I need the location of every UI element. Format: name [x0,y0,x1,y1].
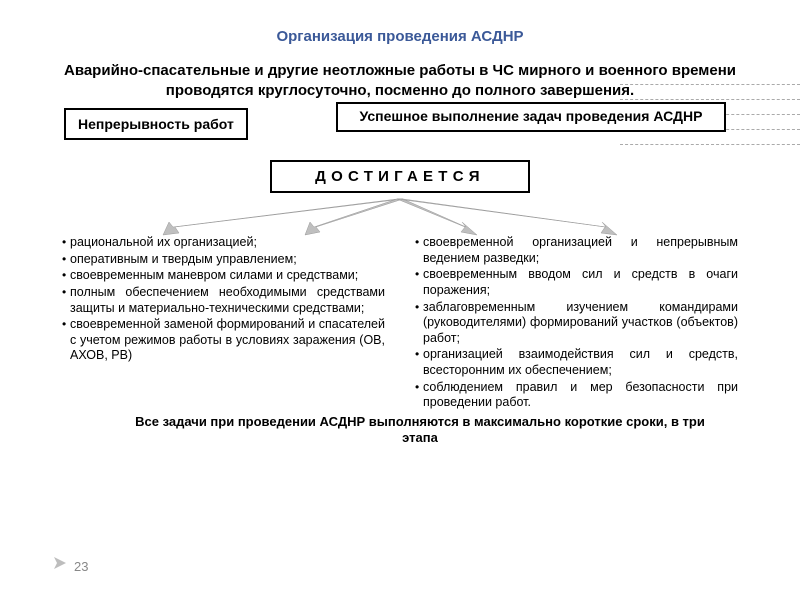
page-arrow-icon [52,555,70,576]
content-columns: рациональной их организацией; оперативны… [0,235,800,412]
list-item: своевременной заменой формирований и спа… [62,317,385,364]
fanout-arrows [0,197,800,235]
left-column: рациональной их организацией; оперативны… [62,235,385,412]
page-title: Организация проведения АСДНР [0,0,800,45]
list-item: своевременной организацией и непрерывным… [415,235,738,266]
box-achieved: ДОСТИГАЕТСЯ [270,160,530,193]
list-item: своевременным вводом сил и средств в оча… [415,267,738,298]
list-item: оперативным и твердым управлением; [62,252,385,268]
list-item: организацией взаимодействия сил и средст… [415,347,738,378]
left-list: рациональной их организацией; оперативны… [62,235,385,364]
box-continuity: Непрерывность работ [64,108,248,140]
list-item: заблаговременным изучением командирами (… [415,300,738,347]
top-boxes-row: Непрерывность работ Успешное выполнение … [0,102,800,154]
box-success: Успешное выполнение задач проведения АСД… [336,102,726,132]
footer-note: Все задачи при проведении АСДНР выполняю… [0,412,800,447]
right-list: своевременной организацией и непрерывным… [415,235,738,411]
right-column: своевременной организацией и непрерывным… [415,235,738,412]
list-item: полным обеспечением необходимыми средств… [62,285,385,316]
list-item: соблюдением правил и мер безопасности пр… [415,380,738,411]
page-number: 23 [74,559,88,574]
list-item: рациональной их организацией; [62,235,385,251]
list-item: своевременным маневром силами и средства… [62,268,385,284]
